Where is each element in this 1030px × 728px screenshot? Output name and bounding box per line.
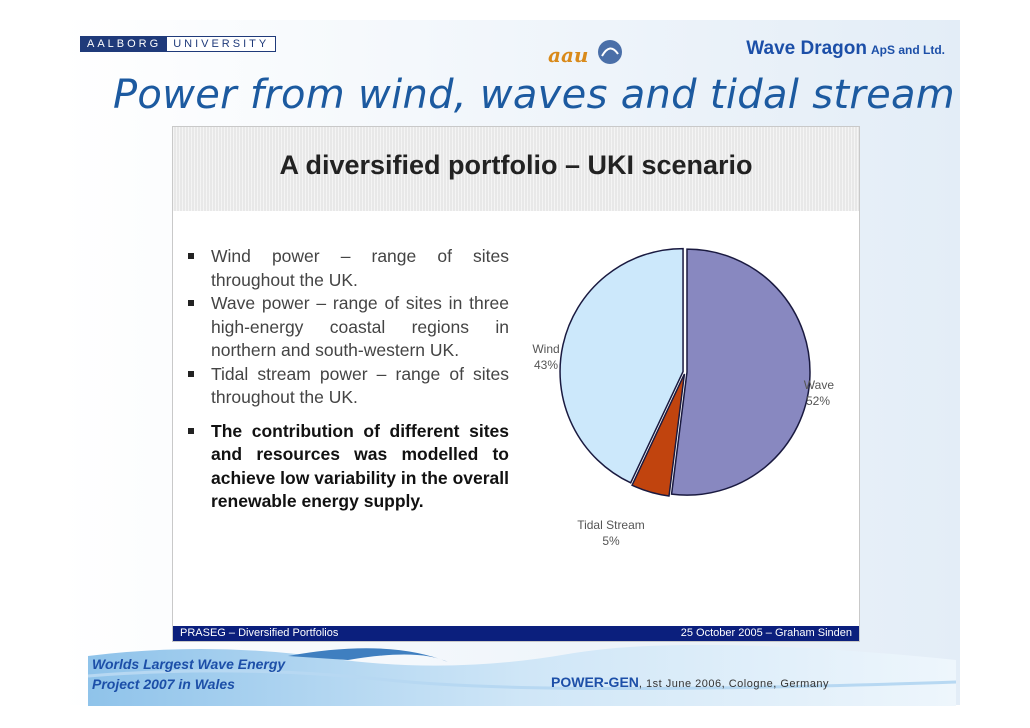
- bullet-contribution: The contribution of different sites and …: [187, 420, 509, 514]
- pie-slice-wind: [559, 247, 684, 484]
- footer-line-1: Worlds Largest Wave Energy: [92, 656, 286, 672]
- wave-decoration: [88, 644, 956, 706]
- embedded-slide-title: A diversified portfolio – UKI scenario: [279, 149, 753, 180]
- logo-left-text: AALBORG: [81, 37, 168, 51]
- company-title: Wave Dragon: [746, 38, 867, 59]
- pie-slice-tidal-stream: [631, 373, 686, 497]
- embedded-slide: A diversified portfolio – UKI scenario W…: [172, 126, 860, 642]
- pie-label-wave: Wave: [804, 378, 835, 392]
- event-details: , 1st June 2006, Cologne, Germany: [638, 678, 830, 690]
- pie-value-tidal-stream: 5%: [602, 534, 620, 548]
- footer-event: POWER-GEN, 1st June 2006, Cologne, Germa…: [551, 674, 829, 690]
- bullet-tidal: Tidal stream power – range of sites thro…: [187, 363, 509, 410]
- pie-label-tidal-stream: Tidal Stream: [577, 518, 645, 532]
- footer-tagline: Worlds Largest Wave Energy Project 2007 …: [92, 654, 285, 694]
- embedded-slide-footer: PRASEG – Diversified Portfolios 25 Octob…: [173, 626, 859, 641]
- event-name: POWER-GEN: [551, 674, 639, 690]
- pie-value-wave: 52%: [806, 394, 830, 408]
- aalborg-university-logo: AALBORG UNIVERSITY: [80, 36, 277, 52]
- pie-value-wind: 43%: [534, 358, 558, 372]
- footer-line-2: Project 2007 in Wales: [92, 676, 235, 692]
- footer-right-text: 25 October 2005 – Graham Sinden: [680, 627, 852, 639]
- embedded-slide-header: A diversified portfolio – UKI scenario: [173, 127, 859, 211]
- bullet-wind: Wind power – range of sites throughout t…: [187, 245, 509, 292]
- page-title: Power from wind, waves and tidal stream: [113, 72, 956, 118]
- logo-right-text: UNIVERSITY: [167, 37, 276, 51]
- company-suffix: ApS and Ltd.: [871, 43, 945, 57]
- svg-text:aau: aau: [548, 43, 588, 67]
- bullet-list: Wind power – range of sites throughout t…: [187, 245, 509, 514]
- aau-icon: aau: [548, 40, 622, 67]
- company-name: Wave Dragon ApS and Ltd.: [746, 38, 945, 60]
- bullet-wave: Wave power – range of sites in three hig…: [187, 292, 509, 363]
- footer-left-text: PRASEG – Diversified Portfolios: [180, 627, 339, 639]
- pie-label-wind: Wind: [532, 342, 559, 356]
- pie-slice-wave: [670, 248, 811, 496]
- pie-chart: Wave 52% Tidal Stream 5% Wind 43%: [532, 247, 835, 548]
